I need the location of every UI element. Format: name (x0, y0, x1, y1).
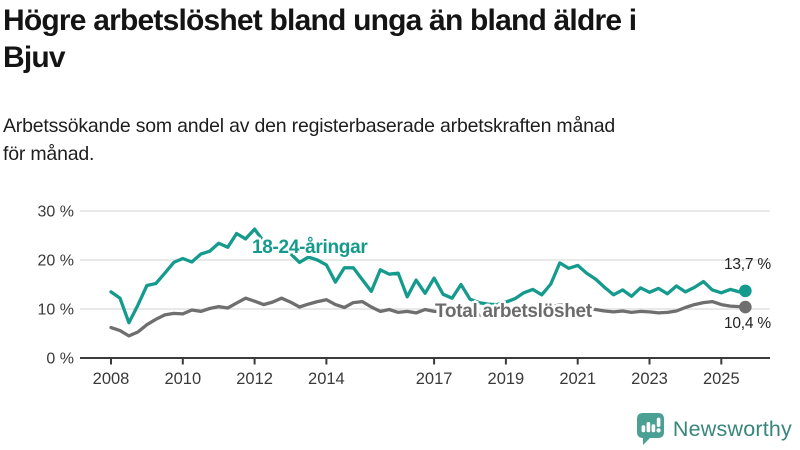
end-value-young: 13,7 % (723, 256, 771, 273)
series-line-young (109, 227, 748, 325)
series-label-young: 18-24-åringar (252, 237, 368, 258)
x-tick-label: 2008 (93, 370, 130, 388)
x-tick-label: 2025 (703, 370, 740, 388)
x-tick-label: 2010 (164, 370, 201, 388)
series-end-dot-young (739, 284, 752, 298)
y-tick-label: 20 % (38, 253, 74, 270)
y-tick-label: 0 % (46, 351, 74, 368)
x-tick-label: 2023 (631, 370, 668, 388)
x-tick-label: 2014 (308, 370, 345, 388)
newsworthy-logo-text: Newsworthy (672, 416, 792, 441)
end-value-total: 10,4 % (723, 315, 771, 332)
series-label-total: Total arbetslöshet (435, 301, 592, 322)
x-tick-label: 2012 (236, 370, 273, 388)
chart-subtitle: Arbetssökande som andel av den registerb… (3, 115, 616, 166)
newsworthy-logo[interactable]: Newsworthy (636, 413, 792, 445)
series-end-dot-total (739, 300, 752, 314)
x-tick-label: 2017 (416, 370, 453, 388)
x-tick-label: 2021 (559, 370, 596, 388)
x-tick-label: 2019 (488, 370, 525, 388)
y-tick-label: 30 % (38, 204, 74, 221)
page-title: Högre arbetslöshet bland unga än bland ä… (3, 4, 637, 74)
newsworthy-logo-icon (636, 413, 664, 445)
y-tick-label: 10 % (38, 302, 74, 319)
series-line-total (109, 296, 748, 338)
